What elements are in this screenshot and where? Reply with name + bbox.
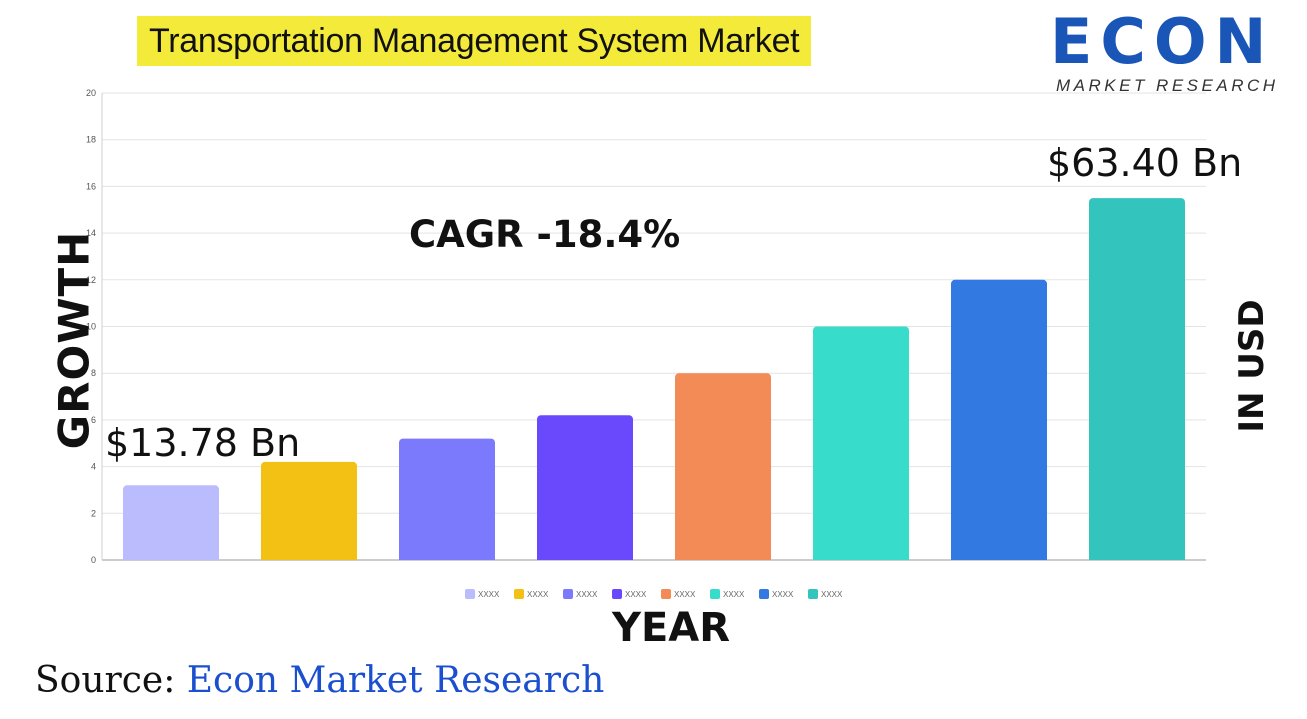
legend-label: XXXX: [772, 590, 794, 599]
bar: [951, 279, 1047, 560]
y-tick-label: 4: [91, 462, 96, 472]
legend-swatch: [563, 589, 573, 599]
legend-swatch: [514, 589, 524, 599]
bar-base: [813, 555, 909, 560]
legend-swatch: [710, 589, 720, 599]
bar-base: [1089, 555, 1185, 560]
legend-swatch: [465, 589, 475, 599]
y-tick-label: 2: [91, 508, 96, 518]
y-axis-title: GROWTH: [49, 230, 99, 450]
legend: XXXX XXXX XXXX XXXX XXXX XXXX XXXX XXXX: [465, 589, 843, 599]
y-tick-label: 10: [86, 322, 96, 332]
bar-base: [123, 555, 219, 560]
legend-label: XXXX: [723, 590, 745, 599]
bar-base: [675, 555, 771, 560]
bar: [1089, 198, 1185, 560]
bar: [675, 373, 771, 560]
legend-swatch: [661, 589, 671, 599]
y-tick-label: 16: [86, 181, 96, 191]
bar: [537, 415, 633, 560]
y-axis-unit-title: IN USD: [1232, 299, 1272, 433]
y-tick-label: 18: [86, 135, 96, 145]
end-value-annotation: $63.40 Bn: [1047, 141, 1243, 185]
y-tick-label: 12: [86, 275, 96, 285]
bar-base: [399, 555, 495, 560]
bar-base: [537, 555, 633, 560]
econ-logo: ECON MARKET RESEARCH: [1050, 8, 1300, 98]
x-axis-title: YEAR: [611, 605, 731, 651]
legend-swatch: [759, 589, 769, 599]
y-tick-label: 14: [86, 228, 96, 238]
bars: [123, 198, 1185, 560]
y-tick-label: 20: [86, 88, 96, 98]
legend-label: XXXX: [821, 590, 843, 599]
legend-label: XXXX: [674, 590, 696, 599]
legend-label: XXXX: [576, 590, 598, 599]
bar: [813, 326, 909, 560]
logo-tagline: MARKET RESEARCH: [1056, 76, 1279, 95]
legend-swatch: [808, 589, 818, 599]
source-label: Source:: [35, 660, 176, 701]
y-tick-label: 6: [91, 415, 96, 425]
legend-swatch: [612, 589, 622, 599]
bar: [123, 485, 219, 560]
chart-title: Transportation Management System Market: [137, 16, 812, 66]
legend-label: XXXX: [478, 590, 500, 599]
y-tick-labels: 0 2 4 6 8 10 12 14 16 18 20: [86, 88, 96, 565]
bar: [399, 438, 495, 560]
source-link[interactable]: Econ Market Research: [186, 660, 605, 701]
legend-label: XXXX: [625, 590, 647, 599]
source-line: Source: Econ Market Research: [35, 660, 604, 701]
start-value-annotation: $13.78 Bn: [105, 421, 301, 465]
legend-label: XXXX: [527, 590, 549, 599]
logo-brand: ECON: [1050, 5, 1275, 78]
bar-base: [951, 555, 1047, 560]
y-tick-label: 0: [91, 555, 96, 565]
cagr-annotation: CAGR -18.4%: [409, 213, 681, 256]
y-tick-label: 8: [91, 368, 96, 378]
bar-base: [261, 555, 357, 560]
bar: [261, 461, 357, 560]
